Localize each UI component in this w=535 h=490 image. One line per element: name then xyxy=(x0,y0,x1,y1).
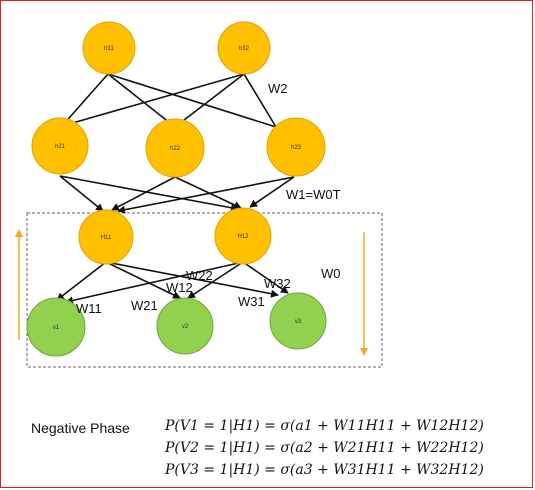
label-w12: W12 xyxy=(166,280,193,295)
equation-v2: P(V2 = 1|H1) = σ(a2 + W21H11 + W22H12) xyxy=(165,440,484,456)
w2-edges xyxy=(61,73,277,128)
node-v3-label: v3 xyxy=(295,319,302,325)
node-h31-label: h31 xyxy=(104,46,115,52)
node-h32-label: h32 xyxy=(239,46,250,52)
node-h21: h21 xyxy=(31,117,89,175)
w0-edges xyxy=(56,261,289,305)
node-H11-label: H11 xyxy=(101,235,112,241)
node-h23-label: h23 xyxy=(291,145,302,151)
node-v1-label: v1 xyxy=(53,325,60,331)
label-w21: W21 xyxy=(131,298,158,313)
w1-edges xyxy=(59,175,295,214)
label-w31: W31 xyxy=(238,294,265,309)
label-w1-eq-w0t: W1=W0T xyxy=(286,187,341,202)
node-h31: h31 xyxy=(82,21,136,75)
label-w0: W0 xyxy=(321,266,341,281)
node-H12: H12 xyxy=(214,207,272,265)
label-w32: W32 xyxy=(264,276,291,291)
node-h21-label: h21 xyxy=(55,144,66,150)
node-v2: v2 xyxy=(156,297,214,355)
equation-v1: P(V1 = 1|H1) = σ(a1 + W11H11 + W12H12) xyxy=(165,418,484,434)
node-h22: h22 xyxy=(145,118,205,178)
rbm-dashed-box xyxy=(26,212,383,368)
node-h22-label: h22 xyxy=(170,146,181,152)
label-w2: W2 xyxy=(268,81,288,96)
label-w22: W22 xyxy=(186,268,213,283)
negative-phase-label: Negative Phase xyxy=(31,420,130,436)
node-h32: h32 xyxy=(217,21,271,75)
node-v3: v3 xyxy=(269,292,327,350)
equation-v3: P(V3 = 1|H1) = σ(a3 + W31H11 + W32H12) xyxy=(165,462,484,478)
node-h23: h23 xyxy=(266,117,326,177)
node-v1: v1 xyxy=(26,297,86,357)
node-v2-label: v2 xyxy=(182,324,189,330)
label-w11: W11 xyxy=(76,301,102,316)
node-H11: H11 xyxy=(78,209,134,265)
node-H12-label: H12 xyxy=(237,234,249,240)
